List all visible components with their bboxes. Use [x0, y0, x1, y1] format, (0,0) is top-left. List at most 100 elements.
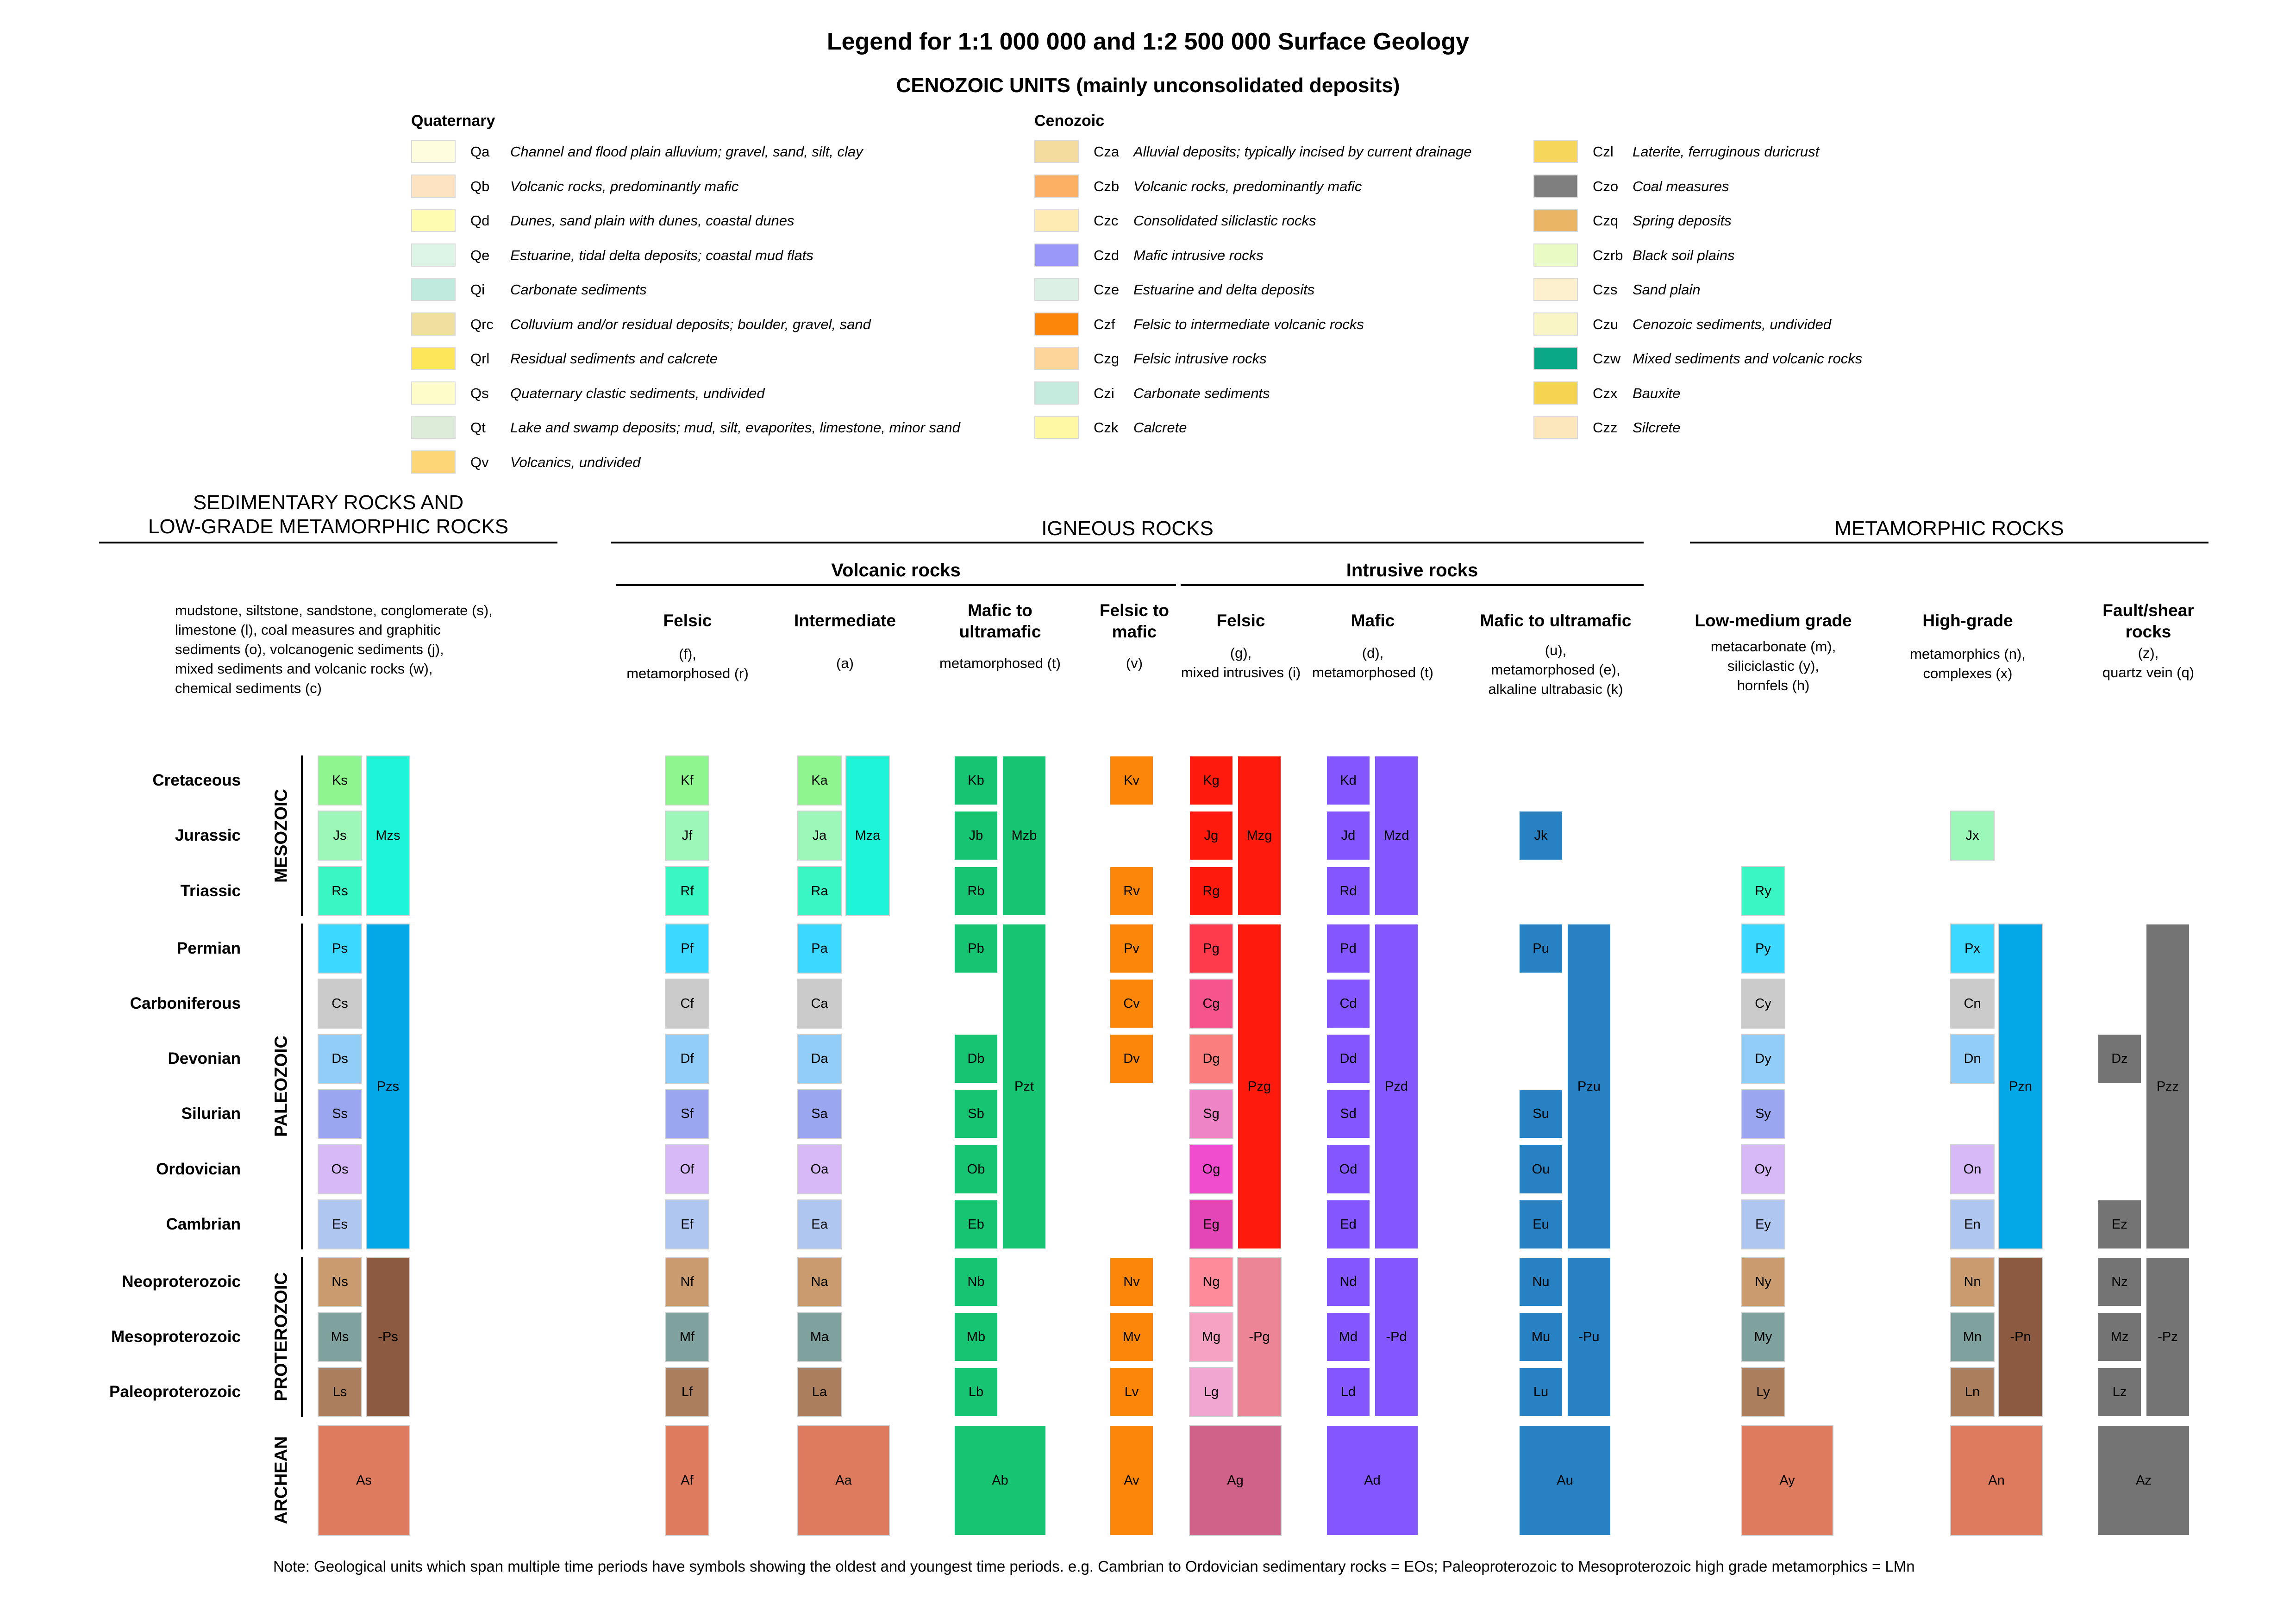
legend-swatch [1533, 312, 1578, 336]
unit-box-on: On [1950, 1144, 1995, 1194]
legend-description: Dunes, sand plain with dunes, coastal du… [510, 212, 795, 229]
quaternary-heading: Quaternary [411, 112, 495, 130]
unit-box-ea: Ea [797, 1199, 842, 1249]
sedimentary-section-title: SEDIMENTARY ROCKS AND LOW-GRADE METAMORP… [148, 491, 509, 538]
unit-box-lv: Lv [1109, 1367, 1154, 1417]
unit-box-rb: Rb [954, 866, 998, 916]
legend-swatch [1533, 416, 1578, 439]
volcanic-underline [616, 584, 1176, 586]
unit-box-ny: Ny [1741, 1257, 1785, 1307]
unit-box-ns: Ns [318, 1257, 362, 1307]
unit-box-jd: Jd [1326, 811, 1370, 861]
legend-code: Czl [1593, 144, 1614, 160]
unit-box-nd: Nd [1326, 1257, 1370, 1307]
legend-description: Laterite, ferruginous duricrust [1633, 144, 1820, 160]
unit-box-pd: Pd [1326, 924, 1370, 974]
unit-box-mu: Mu [1519, 1312, 1563, 1362]
legend-swatch [1533, 243, 1578, 267]
unit-box-ls: Ls [318, 1367, 362, 1417]
period-label-cretaceous: Cretaceous [152, 771, 241, 789]
legend-description: Lake and swamp deposits; mud, silt, evap… [510, 419, 960, 436]
unit-box-cv: Cv [1109, 979, 1154, 1029]
unit-box-cy: Cy [1741, 979, 1785, 1029]
cenozoic-subtitle: CENOZOIC UNITS (mainly unconsolidated de… [896, 74, 1400, 97]
unit-box-mza: Mza [845, 755, 890, 916]
unit-box-cg: Cg [1189, 979, 1233, 1029]
unit-box-rv: Rv [1109, 866, 1154, 916]
era-bracket [301, 1257, 303, 1417]
unit-box-ed: Ed [1326, 1199, 1370, 1249]
unit-box-sg: Sg [1189, 1089, 1233, 1139]
unit-box-eu: Eu [1519, 1199, 1563, 1249]
mafic-ultramafic-volcanic-desc: metamorphosed (t) [939, 655, 1061, 671]
unit-box-dz: Dz [2097, 1034, 2142, 1084]
unit-box-ps: Ps [318, 924, 362, 974]
legend-swatch [1533, 174, 1578, 198]
unit-box-my: My [1741, 1312, 1785, 1362]
unit-box-df: Df [665, 1034, 709, 1084]
unit-box-dg: Dg [1189, 1034, 1233, 1084]
sedimentary-column-desc: mudstone, siltstone, sandstone, conglome… [175, 602, 493, 696]
fault-shear-title: Fault/shear rocks [2102, 601, 2194, 641]
legend-swatch [1533, 381, 1578, 405]
legend-description: Coal measures [1633, 178, 1729, 194]
legend-code: Czc [1094, 212, 1119, 229]
legend-description: Carbonate sediments [510, 281, 647, 298]
period-label-neoproterozoic: Neoproterozoic [122, 1273, 241, 1291]
unit-box-mzd: Mzd [1374, 755, 1419, 916]
unit-box-ay: Ay [1741, 1425, 1833, 1536]
unit-box-lu: Lu [1519, 1367, 1563, 1417]
unit-box-of: Of [665, 1144, 709, 1194]
legend-swatch [1034, 209, 1079, 232]
unit-box-ey: Ey [1741, 1199, 1785, 1249]
unit-box-av: Av [1109, 1425, 1154, 1536]
unit-box-pre-pd: -Pd [1374, 1257, 1419, 1417]
period-label-paleoproterozoic: Paleoproterozoic [109, 1383, 241, 1401]
legend-code: Qs [470, 385, 489, 401]
unit-box-og: Og [1189, 1144, 1233, 1194]
legend-code: Czu [1593, 316, 1619, 332]
legend-code: Qi [470, 281, 485, 298]
unit-box-rd: Rd [1326, 866, 1370, 916]
period-label-cambrian: Cambrian [166, 1215, 241, 1233]
period-label-ordovician: Ordovician [156, 1160, 241, 1178]
unit-box-mb: Mb [954, 1312, 998, 1362]
mafic-ultramafic-intrusive-title: Mafic to ultramafic [1480, 611, 1632, 630]
felsic-intrusive-title: Felsic [1216, 611, 1265, 630]
unit-box-au: Au [1519, 1425, 1611, 1536]
unit-box-kb: Kb [954, 755, 998, 805]
legend-description: Channel and flood plain alluvium; gravel… [510, 144, 863, 160]
unit-box-dd: Dd [1326, 1034, 1370, 1084]
unit-box-ab: Ab [954, 1425, 1046, 1536]
legend-swatch [411, 278, 456, 301]
felsic-volcanic-title: Felsic [663, 611, 712, 630]
legend-swatch [411, 347, 456, 370]
legend-swatch [1034, 174, 1079, 198]
unit-box-ng: Ng [1189, 1257, 1233, 1307]
mafic-ultramafic-volcanic-title: Mafic to ultramafic [959, 601, 1041, 641]
unit-box-ss: Ss [318, 1089, 362, 1139]
unit-box-mzg: Mzg [1237, 755, 1282, 916]
legend-code: Qt [470, 419, 486, 436]
legend-description: Colluvium and/or residual deposits; boul… [510, 316, 871, 332]
unit-box-mz: Mz [2097, 1312, 2142, 1362]
felsic-volcanic-desc: (f), metamorphosed (r) [626, 646, 749, 681]
unit-box-na: Na [797, 1257, 842, 1307]
legend-swatch [1034, 140, 1079, 163]
unit-box-rf: Rf [665, 866, 709, 916]
unit-box-ef: Ef [665, 1199, 709, 1249]
unit-box-sf: Sf [665, 1089, 709, 1139]
legend-swatch [411, 174, 456, 198]
legend-swatch [411, 312, 456, 336]
high-grade-title: High-grade [1922, 611, 2013, 630]
unit-box-ds: Ds [318, 1034, 362, 1084]
legend-description: Mixed sediments and volcanic rocks [1633, 350, 1863, 367]
unit-box-lf: Lf [665, 1367, 709, 1417]
unit-box-ob: Ob [954, 1144, 998, 1194]
metamorphic-section-title: METAMORPHIC ROCKS [1834, 517, 2064, 540]
unit-box-pzn: Pzn [1998, 924, 2043, 1249]
legend-code: Cza [1094, 144, 1120, 160]
cenozoic-heading: Cenozoic [1034, 112, 1105, 130]
legend-description: Quaternary clastic sediments, undivided [510, 385, 765, 401]
era-label-mesozoic: MESOZOIC [271, 788, 291, 883]
